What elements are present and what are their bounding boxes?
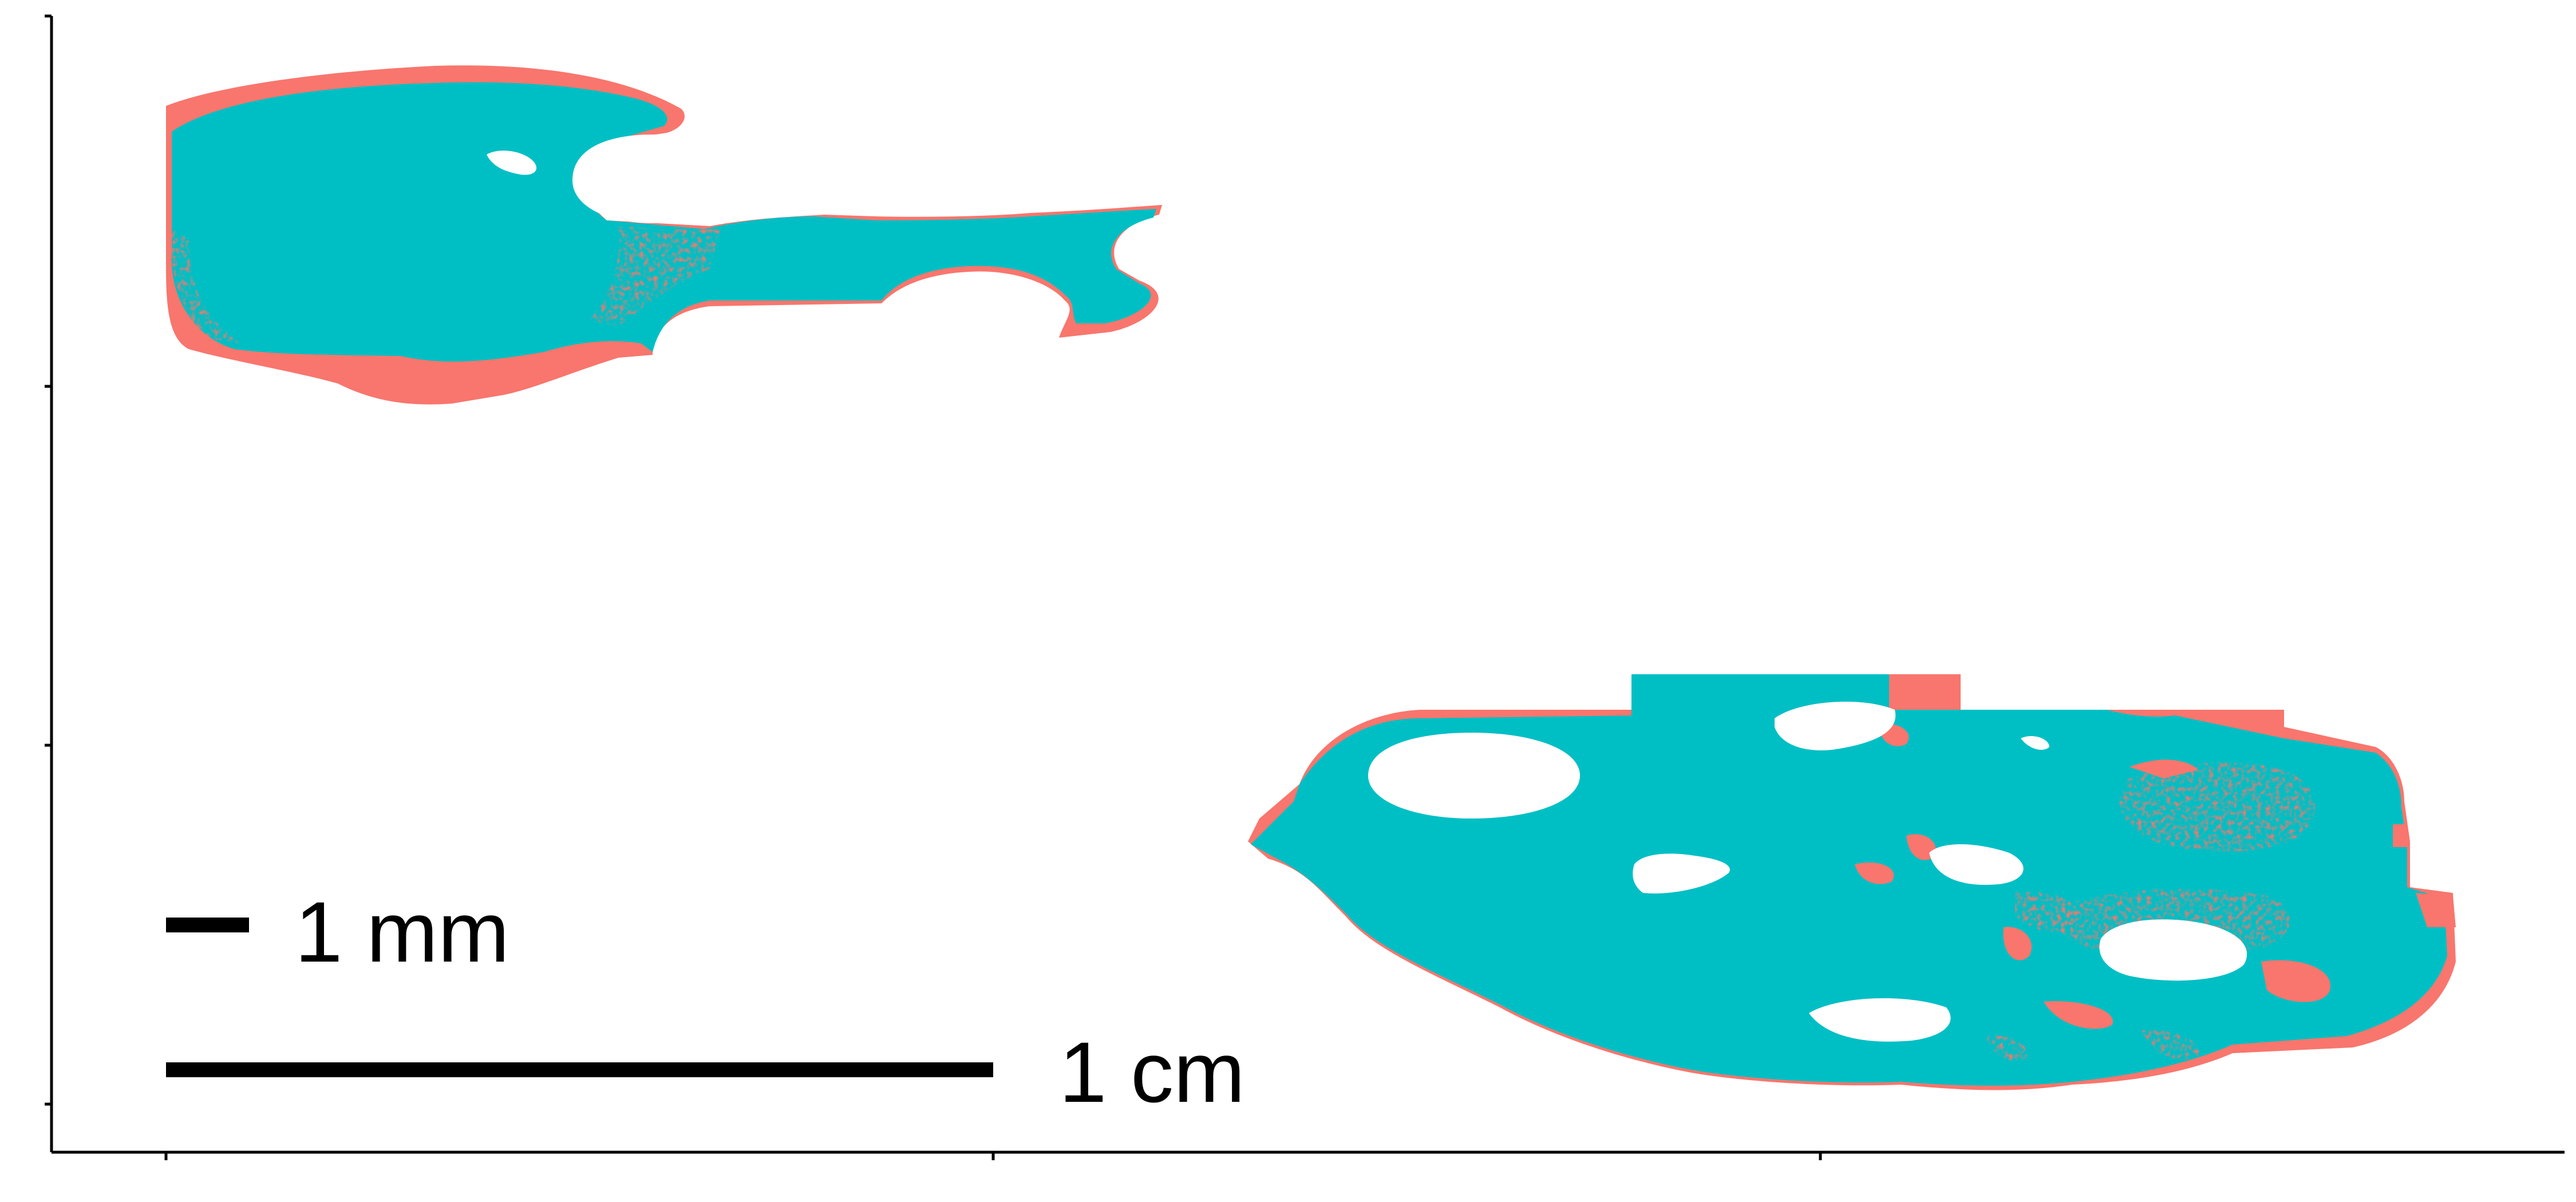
scale-bar-1cm — [166, 1062, 993, 1077]
series-1-patch — [1855, 862, 1894, 884]
series-1-speckle — [590, 226, 721, 326]
series-1-speckle — [166, 223, 240, 343]
tissue-hole — [2021, 736, 2049, 750]
tissue-hole — [1809, 998, 1951, 1042]
scale-bar-1mm-label: 1 mm — [295, 884, 509, 980]
tissue-hole — [487, 151, 537, 175]
tissue-hole — [2099, 919, 2247, 981]
series-1-patch — [2129, 760, 2198, 778]
tissue-hole — [1775, 701, 1896, 750]
tissue-section-lower — [1248, 674, 2456, 1090]
scale-bar-1mm — [166, 918, 249, 932]
series-1-patch — [2141, 1030, 2199, 1060]
series-1-patch — [2003, 927, 2032, 960]
axes — [45, 14, 2565, 1160]
tissue-hole — [1929, 844, 2024, 885]
series-1-patch — [2416, 893, 2456, 927]
scale-bar-1cm-label: 1 cm — [1059, 1024, 1245, 1120]
tissue-hole — [1633, 853, 1730, 893]
series-1-patch — [2015, 891, 2079, 932]
tissue-hole — [572, 135, 721, 223]
series-1-patch — [1986, 1035, 2028, 1061]
series-1-patch — [2393, 824, 2407, 847]
series-1-patch — [2261, 960, 2330, 1002]
scale-bars: 1 mm 1 cm — [166, 884, 1245, 1120]
series-2-region — [171, 82, 1156, 362]
series-1-patch — [2044, 1001, 2113, 1029]
tissue-section-upper — [166, 65, 1162, 405]
tissue-hole — [1368, 733, 1580, 819]
series-1-patch — [2119, 762, 2316, 852]
series-1-patch — [1906, 834, 1936, 860]
